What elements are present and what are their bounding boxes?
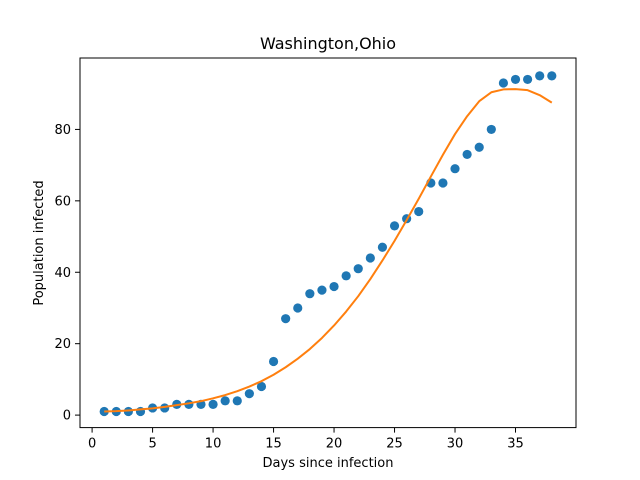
data-point [329,281,339,292]
data-point [377,242,388,252]
data-point [389,221,400,231]
y-tick-label: 20 [54,337,71,352]
y-axis-ticks: 0 20 40 60 80 [54,123,80,424]
data-point [281,314,291,324]
data-point [353,264,363,274]
data-point [293,303,303,313]
data-point [510,74,521,85]
x-tick-label: 20 [326,437,343,452]
data-point [256,381,267,392]
plot-area: 0 5 10 15 20 25 30 35 0 20 40 60 80 [54,57,577,452]
x-tick-label: 25 [386,437,403,452]
data-point [535,71,545,81]
y-axis-label: Population infected [32,180,47,305]
x-tick-label: 5 [148,437,156,452]
data-point [305,289,315,299]
data-point [268,356,279,367]
x-axis-ticks: 0 5 10 15 20 25 30 35 [88,427,524,452]
data-point [123,406,133,417]
data-point [474,142,484,152]
y-tick-label: 0 [63,409,71,424]
y-tick-label: 80 [54,123,71,138]
data-point [244,389,254,399]
data-point [414,206,424,217]
chart-title: Washington,Ohio [260,34,396,53]
data-point [99,406,109,417]
y-tick-label: 40 [54,266,71,281]
axes-frame [79,57,577,429]
data-point [523,74,533,85]
x-tick-label: 0 [88,437,96,452]
x-tick-label: 10 [205,437,222,452]
data-point [220,396,230,406]
data-point [498,78,509,88]
data-point [341,271,351,281]
x-tick-label: 15 [265,437,282,452]
x-tick-label: 35 [507,437,524,452]
data-point [462,149,472,160]
data-point [208,399,218,409]
fitted-curve-line [104,88,553,413]
data-point [547,71,557,81]
x-axis-label: Days since infection [263,456,394,471]
y-tick-label: 60 [54,194,71,209]
data-point [365,253,375,263]
data-point [450,164,460,174]
data-point [438,178,448,188]
data-point [232,396,242,406]
data-point [486,124,496,135]
data-point [317,285,327,295]
x-tick-label: 30 [447,437,464,452]
series-layer [99,71,557,417]
